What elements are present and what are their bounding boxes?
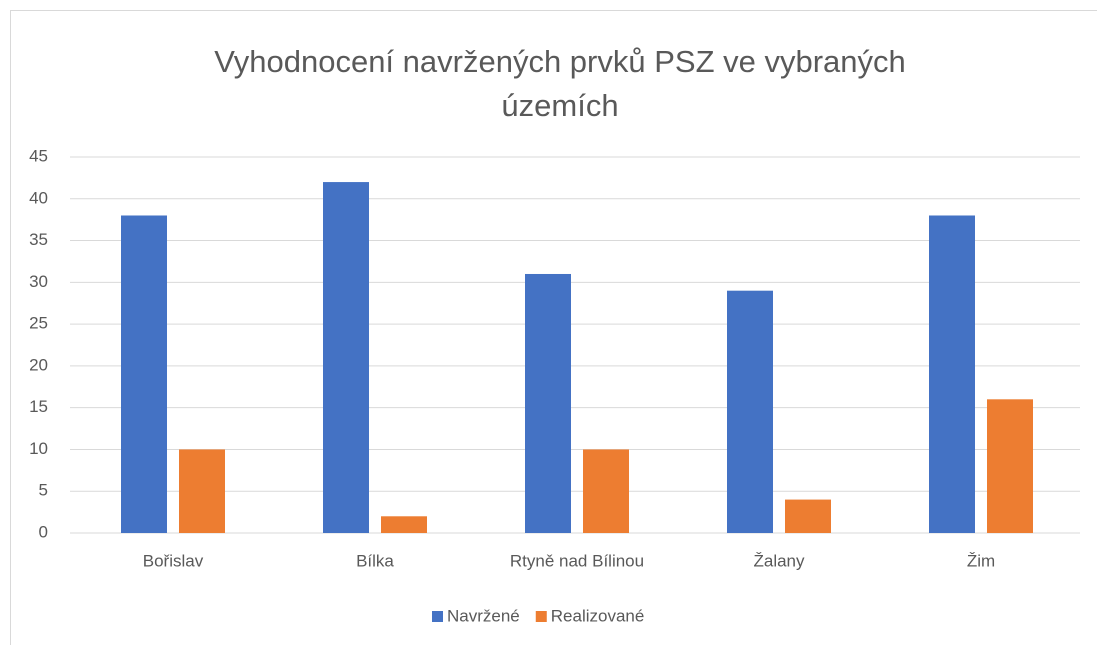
x-tick-label: Bílka xyxy=(356,551,394,570)
legend-swatch xyxy=(432,611,443,622)
x-tick-label: Rtyně nad Bílinou xyxy=(510,551,644,570)
legend-label: Realizované xyxy=(551,606,645,625)
bar xyxy=(381,516,427,533)
bar xyxy=(987,399,1033,533)
bar xyxy=(727,290,773,533)
bar xyxy=(179,449,225,533)
y-tick-label: 30 xyxy=(29,272,48,291)
legend-swatch xyxy=(535,611,547,622)
chart-frame xyxy=(10,10,1097,645)
y-tick-label: 10 xyxy=(29,439,48,458)
x-tick-label: Žim xyxy=(967,551,995,570)
y-tick-label: 25 xyxy=(29,314,48,333)
y-tick-label: 0 xyxy=(39,522,48,541)
y-tick-label: 45 xyxy=(29,146,48,165)
bar xyxy=(323,182,369,534)
chart-title: Vyhodnocení navržených prvků PSZ ve vybr… xyxy=(214,44,906,123)
bar xyxy=(929,215,975,533)
y-tick-label: 35 xyxy=(29,230,48,249)
bar xyxy=(785,499,831,533)
y-tick-label: 20 xyxy=(29,355,48,374)
x-tick-label: Bořislav xyxy=(143,551,204,570)
bar xyxy=(583,449,629,533)
y-tick-label: 15 xyxy=(29,397,48,416)
legend-label: Navržené xyxy=(447,606,520,625)
bar xyxy=(121,215,167,533)
x-tick-label: Žalany xyxy=(753,551,805,570)
y-tick-label: 40 xyxy=(29,188,48,207)
bar xyxy=(525,273,571,533)
y-tick-label: 5 xyxy=(39,481,48,500)
